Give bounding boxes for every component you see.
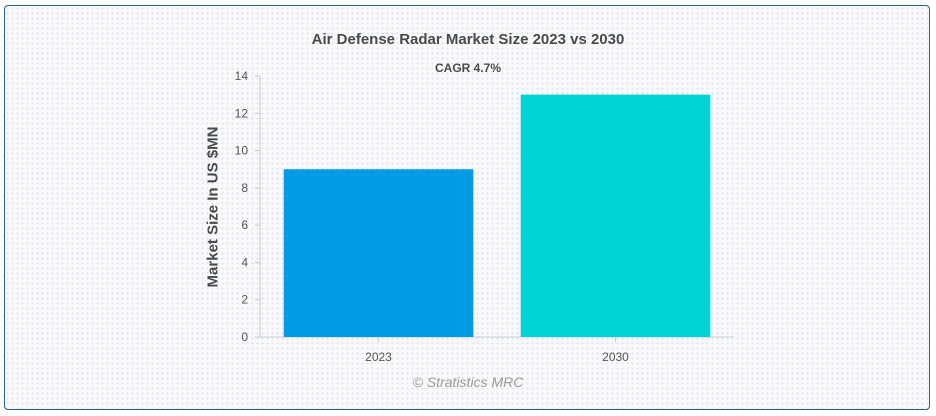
bar-2023	[283, 169, 474, 337]
y-tick-label: 12	[235, 106, 249, 120]
y-tick-label: 8	[241, 181, 248, 195]
chart-title: Air Defense Radar Market Size 2023 vs 20…	[311, 31, 625, 48]
y-tick-label: 10	[235, 144, 249, 158]
bar-2030	[520, 94, 711, 338]
y-tick-label: 6	[241, 218, 248, 232]
x-tick-label: 2023	[365, 350, 392, 364]
y-tick-label: 4	[241, 255, 248, 269]
y-tick-label: 14	[235, 69, 249, 83]
y-tick-label: 2	[241, 293, 248, 307]
y-tick-label: 0	[241, 330, 248, 344]
watermark: © Stratistics MRC	[412, 374, 524, 390]
x-tick-label: 2030	[602, 350, 629, 364]
chart-subtitle: CAGR 4.7%	[434, 61, 502, 75]
